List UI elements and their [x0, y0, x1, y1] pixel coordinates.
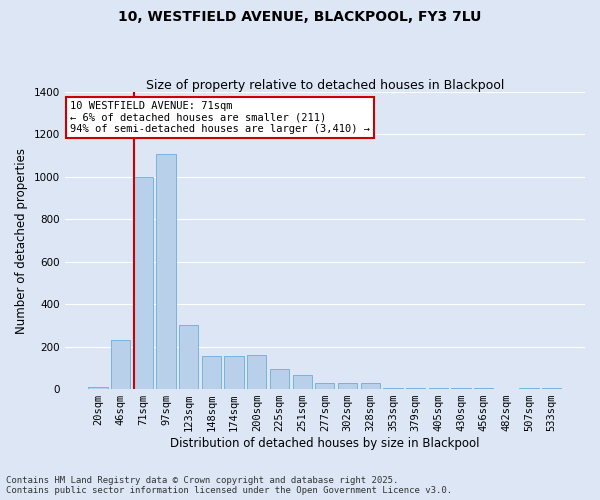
Bar: [179, 326, 199, 389]
Bar: [111, 340, 130, 389]
Bar: [428, 388, 448, 389]
Bar: [474, 388, 493, 389]
X-axis label: Distribution of detached houses by size in Blackpool: Distribution of detached houses by size …: [170, 437, 479, 450]
Bar: [361, 382, 380, 389]
Y-axis label: Number of detached properties: Number of detached properties: [15, 148, 28, 334]
Text: 10 WESTFIELD AVENUE: 71sqm
← 6% of detached houses are smaller (211)
94% of semi: 10 WESTFIELD AVENUE: 71sqm ← 6% of detac…: [70, 101, 370, 134]
Bar: [247, 355, 266, 389]
Bar: [88, 387, 107, 389]
Bar: [451, 388, 470, 389]
Bar: [383, 388, 403, 389]
Bar: [406, 388, 425, 389]
Bar: [270, 369, 289, 389]
Bar: [202, 356, 221, 389]
Text: 10, WESTFIELD AVENUE, BLACKPOOL, FY3 7LU: 10, WESTFIELD AVENUE, BLACKPOOL, FY3 7LU: [118, 10, 482, 24]
Bar: [134, 177, 153, 389]
Bar: [157, 154, 176, 389]
Title: Size of property relative to detached houses in Blackpool: Size of property relative to detached ho…: [146, 79, 504, 92]
Bar: [293, 376, 312, 389]
Text: Contains HM Land Registry data © Crown copyright and database right 2025.
Contai: Contains HM Land Registry data © Crown c…: [6, 476, 452, 495]
Bar: [224, 356, 244, 389]
Bar: [338, 382, 357, 389]
Bar: [542, 388, 562, 389]
Bar: [315, 382, 334, 389]
Bar: [520, 388, 539, 389]
